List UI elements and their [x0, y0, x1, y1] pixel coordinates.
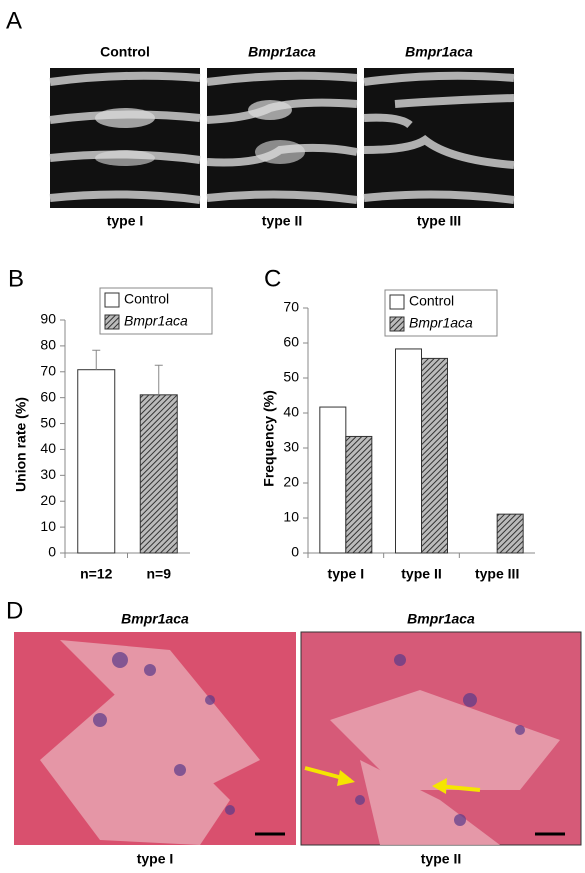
bar [139, 394, 178, 554]
xray-images [49, 68, 515, 208]
y-tick-label: 50 [283, 369, 299, 385]
y-tick-label: 40 [40, 440, 56, 456]
legend-label: Bmpr1aca [124, 313, 188, 329]
image-title: Bmpr1aca [407, 611, 475, 627]
y-tick-label: 20 [283, 474, 299, 490]
image-title: Bmpr1aca [405, 44, 473, 60]
x-tick-label: type I [328, 566, 365, 582]
y-tick-label: 90 [40, 311, 56, 327]
x-tick-label: type III [475, 566, 519, 582]
panel-letter: C [264, 265, 281, 292]
y-tick-label: 40 [283, 404, 299, 420]
bar [496, 513, 524, 554]
y-tick-label: 20 [40, 492, 56, 508]
y-tick-label: 10 [283, 509, 299, 525]
error-bar [92, 349, 101, 370]
error-bar [154, 364, 163, 395]
panel-letter: B [8, 265, 24, 292]
legend-swatch [389, 294, 405, 310]
x-tick-label: n=12 [80, 566, 113, 582]
y-axis-label: Union rate (%) [13, 397, 29, 492]
y-tick-label: 30 [40, 466, 56, 482]
y-axis-label: Frequency (%) [261, 390, 277, 486]
y-tick-label: 70 [40, 362, 56, 378]
image-caption: type I [137, 851, 174, 867]
bar [319, 406, 347, 554]
y-tick-label: 0 [48, 544, 56, 560]
legend-swatch [104, 292, 120, 308]
legend-label: Bmpr1aca [409, 315, 473, 331]
bar [421, 357, 448, 554]
bar [77, 369, 116, 554]
image-title: Bmpr1aca [121, 611, 189, 627]
legend-swatch [389, 316, 405, 332]
y-tick-label: 60 [40, 388, 56, 404]
panel-letter: D [6, 597, 23, 624]
x-tick-label: n=9 [146, 566, 171, 582]
image-caption: type I [107, 213, 144, 229]
image-title: Control [100, 44, 150, 60]
y-tick-label: 50 [40, 414, 56, 430]
y-tick-label: 80 [40, 337, 56, 353]
image-caption: type II [262, 213, 302, 229]
x-tick-label: type II [401, 566, 441, 582]
legend-swatch [104, 314, 120, 330]
histology-images [14, 631, 582, 846]
y-tick-label: 10 [40, 518, 56, 534]
y-tick-label: 70 [283, 299, 299, 315]
panel-letter: A [6, 7, 22, 34]
image-caption: type III [417, 213, 461, 229]
legend-label: Control [124, 291, 169, 307]
image-caption: type II [421, 851, 461, 867]
image-title: Bmpr1aca [248, 44, 316, 60]
bar [395, 348, 422, 554]
y-tick-label: 30 [283, 439, 299, 455]
y-tick-label: 0 [291, 544, 299, 560]
y-tick-label: 60 [283, 334, 299, 350]
legend-label: Control [409, 293, 454, 309]
bar [345, 435, 373, 554]
